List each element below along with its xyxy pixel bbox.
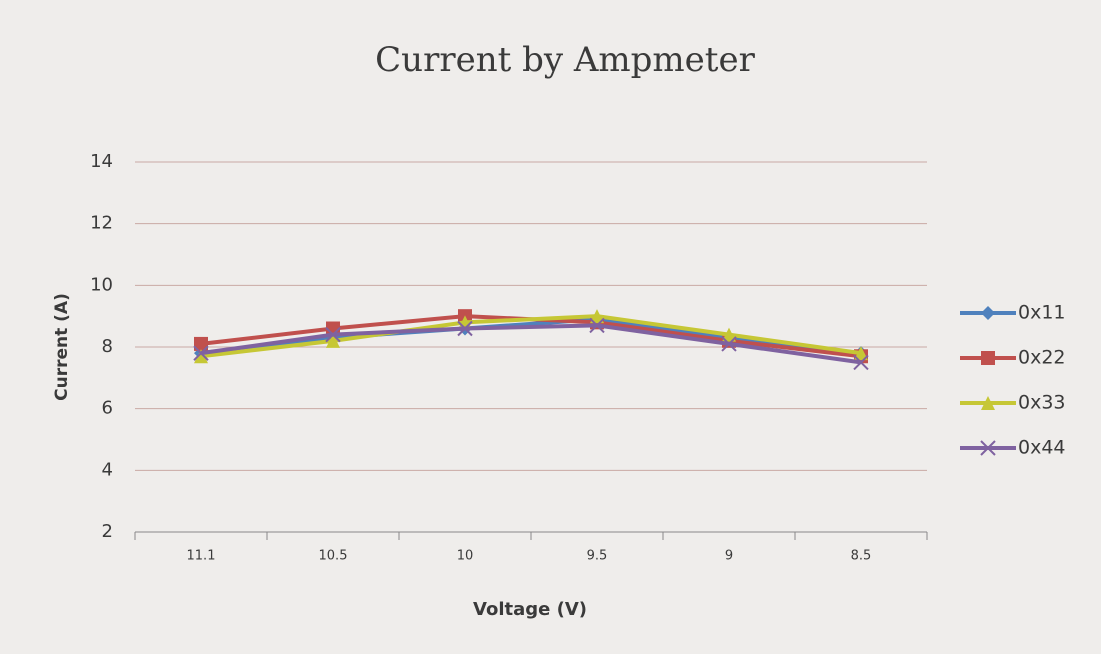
y-tick-label: 12: [90, 213, 113, 234]
y-tick-label: 6: [102, 398, 113, 419]
y-tick-label: 10: [90, 274, 113, 295]
y-tick-label: 2: [102, 521, 113, 542]
chart-title: Current by Ampmeter: [375, 40, 755, 80]
y-tick-label: 4: [102, 459, 113, 480]
y-tick-label: 8: [102, 336, 113, 357]
legend-label: 0x11: [1018, 302, 1066, 324]
chart: Current by Ampmeter Voltage (V) Current …: [0, 0, 1101, 654]
x-tick-label: 10: [457, 549, 474, 564]
x-tick-label: 11.1: [187, 549, 216, 564]
legend-label: 0x44: [1018, 437, 1066, 459]
legend-label: 0x33: [1018, 392, 1066, 414]
x-tick-label: 9.5: [587, 549, 608, 564]
x-tick-label: 8.5: [851, 549, 872, 564]
y-tick-label: 14: [90, 151, 113, 172]
legend-marker: [981, 351, 995, 365]
x-axis-label: Voltage (V): [473, 599, 587, 620]
x-tick-label: 9: [725, 549, 733, 564]
legend-label: 0x22: [1018, 347, 1066, 369]
y-axis-label: Current (A): [52, 293, 72, 401]
x-tick-label: 10.5: [319, 549, 348, 564]
